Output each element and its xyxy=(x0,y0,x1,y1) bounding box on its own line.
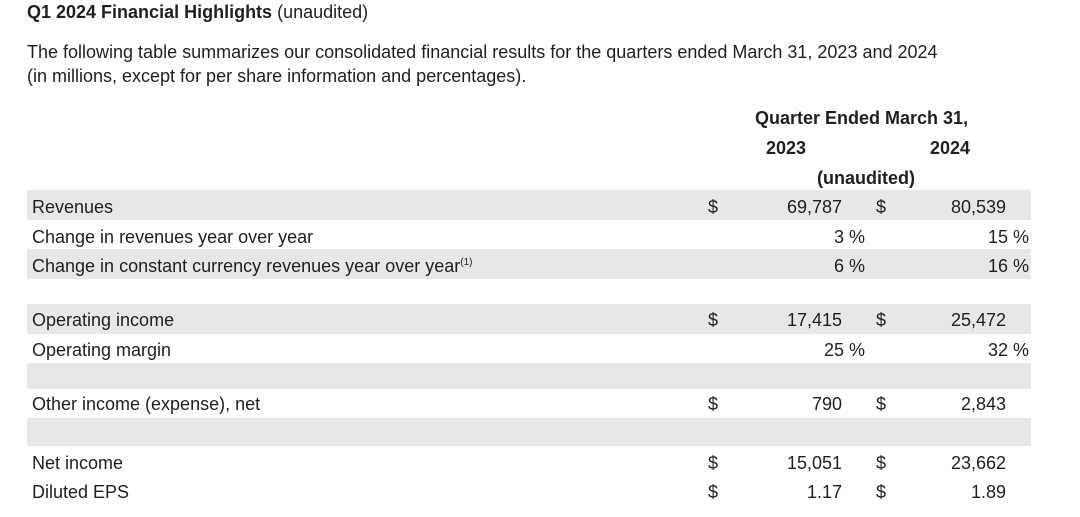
currency-symbol: $ xyxy=(708,482,719,502)
value-cc-change-2023: 6 % xyxy=(833,256,865,276)
row-label-cc-revenue-change: Change in constant currency revenues yea… xyxy=(32,255,472,277)
value-other-income-2023: 790 xyxy=(811,394,842,414)
title-bold: Q1 2024 Financial Highlights xyxy=(27,2,273,22)
unaudited-subheader: (unaudited) xyxy=(817,168,915,188)
intro-line-2: (in millions, except for per share infor… xyxy=(27,66,527,86)
value-operating-margin-2024: 32 % xyxy=(987,340,1029,360)
row-label-other-income: Other income (expense), net xyxy=(32,394,261,414)
intro-line-1: The following table summarizes our conso… xyxy=(27,42,938,62)
value-revenue-change-2023: 3 % xyxy=(833,227,865,247)
value-operating-income-2023: 17,415 xyxy=(786,310,842,330)
currency-symbol: $ xyxy=(876,394,887,414)
currency-symbol: $ xyxy=(708,310,719,330)
year-2024-header: 2024 xyxy=(930,138,971,158)
value-revenues-2023: 69,787 xyxy=(786,197,842,217)
currency-symbol: $ xyxy=(876,453,887,473)
value-revenues-2024: 80,539 xyxy=(950,197,1006,217)
row-band xyxy=(27,418,1031,446)
year-2023-header: 2023 xyxy=(766,138,807,158)
row-band xyxy=(27,249,1031,279)
value-revenue-change-2024: 15 % xyxy=(987,227,1029,247)
currency-symbol: $ xyxy=(876,310,887,330)
value-operating-margin-2023: 25 % xyxy=(823,340,865,360)
row-label-revenue-change: Change in revenues year over year xyxy=(32,227,314,247)
row-label-revenues: Revenues xyxy=(32,197,114,217)
footnote-marker: (1) xyxy=(460,257,473,268)
value-diluted-eps-2023: 1.17 xyxy=(806,482,842,502)
row-label-operating-margin: Operating margin xyxy=(32,340,172,360)
currency-symbol: $ xyxy=(708,394,719,414)
row-band xyxy=(27,190,1031,220)
currency-symbol: $ xyxy=(708,197,719,217)
row-band xyxy=(27,304,1031,334)
row-band xyxy=(27,363,1031,389)
row-label-diluted-eps: Diluted EPS xyxy=(32,482,130,502)
currency-symbol: $ xyxy=(708,453,719,473)
section-title: Q1 2024 Financial Highlights (unaudited) xyxy=(27,1,368,23)
value-other-income-2024: 2,843 xyxy=(960,394,1006,414)
value-net-income-2023: 15,051 xyxy=(786,453,842,473)
value-net-income-2024: 23,662 xyxy=(950,453,1006,473)
value-operating-income-2024: 25,472 xyxy=(950,310,1006,330)
value-diluted-eps-2024: 1.89 xyxy=(970,482,1006,502)
row-label-net-income: Net income xyxy=(32,453,124,473)
currency-symbol: $ xyxy=(876,482,887,502)
title-qualifier: (unaudited) xyxy=(277,2,369,22)
intro-paragraph: The following table summarizes our conso… xyxy=(27,40,1057,88)
period-header: Quarter Ended March 31, xyxy=(755,108,969,128)
cc-label-text: Change in constant currency revenues yea… xyxy=(32,256,461,276)
currency-symbol: $ xyxy=(876,197,887,217)
row-label-operating-income: Operating income xyxy=(32,310,175,330)
value-cc-change-2024: 16 % xyxy=(987,256,1029,276)
